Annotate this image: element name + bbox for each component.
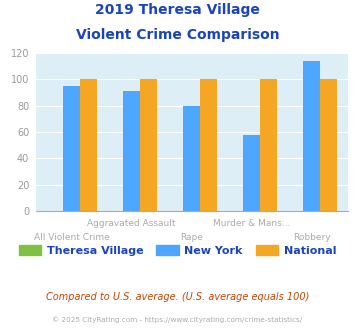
- Text: Murder & Mans...: Murder & Mans...: [213, 219, 290, 228]
- Bar: [320, 79, 337, 211]
- Legend: Theresa Village, New York, National: Theresa Village, New York, National: [14, 241, 341, 260]
- Text: Compared to U.S. average. (U.S. average equals 100): Compared to U.S. average. (U.S. average …: [46, 292, 309, 302]
- Bar: [140, 79, 157, 211]
- Text: Robbery: Robbery: [293, 233, 331, 242]
- Bar: [123, 91, 140, 211]
- Text: © 2025 CityRating.com - https://www.cityrating.com/crime-statistics/: © 2025 CityRating.com - https://www.city…: [53, 317, 302, 323]
- Text: 2019 Theresa Village: 2019 Theresa Village: [95, 3, 260, 17]
- Bar: [200, 79, 217, 211]
- Bar: [260, 79, 277, 211]
- Bar: [63, 86, 80, 211]
- Text: Rape: Rape: [180, 233, 203, 242]
- Bar: [183, 106, 200, 211]
- Text: Violent Crime Comparison: Violent Crime Comparison: [76, 28, 279, 42]
- Text: Aggravated Assault: Aggravated Assault: [87, 219, 176, 228]
- Bar: [80, 79, 97, 211]
- Bar: [244, 135, 260, 211]
- Bar: [304, 61, 320, 211]
- Text: All Violent Crime: All Violent Crime: [34, 233, 109, 242]
